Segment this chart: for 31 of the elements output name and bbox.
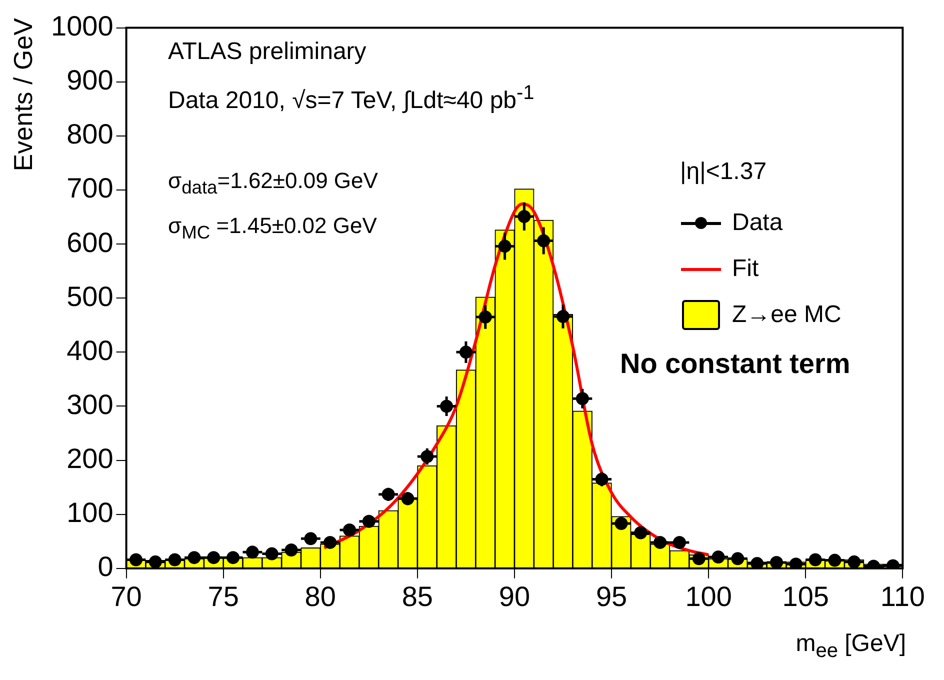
y-axis-title: Events / GeV <box>8 18 39 172</box>
annotation: σ$_{data}$=1.62±0.09 GeV <box>168 168 378 198</box>
legend-title: |η|<1.37 <box>680 158 768 186</box>
y-tick-label: 300 <box>66 388 114 420</box>
y-tick-label: 400 <box>66 334 114 366</box>
legend-label: Fit <box>732 255 759 283</box>
x-tick-label: 100 <box>685 580 732 612</box>
y-tick-label: 600 <box>66 226 114 258</box>
y-tick-label: 700 <box>66 172 114 204</box>
x-tick-label: 90 <box>498 580 530 612</box>
y-tick-label: 100 <box>66 497 114 528</box>
y-tick-label: 0 <box>98 551 114 582</box>
legend-label: Data <box>732 209 783 237</box>
annotation: σ$_{MC}$ =1.45±0.02 GeV <box>168 213 377 244</box>
y-tick-label: 500 <box>66 280 114 312</box>
x-tick-label: 105 <box>782 580 829 612</box>
x-tick-label: 110 <box>880 580 925 612</box>
y-tick-label: 200 <box>66 443 114 474</box>
y-tick-label: 800 <box>66 118 114 150</box>
annotation: ATLAS preliminary <box>168 38 366 66</box>
legend-label: Z→ee MC <box>732 301 842 329</box>
y-tick-label: 1000 <box>50 10 114 42</box>
x-axis-title: m$_{ee}$ [GeV] <box>796 630 906 663</box>
x-tick-label: 95 <box>596 580 628 612</box>
x-tick-label: 70 <box>110 580 142 612</box>
y-tick-label: 900 <box>66 64 114 96</box>
annotation: No constant term <box>620 348 850 380</box>
x-tick-label: 75 <box>208 580 239 612</box>
x-tick-label: 80 <box>304 580 336 612</box>
x-tick-label: 85 <box>402 580 434 612</box>
annotation: Data 2010, √s=7 TeV, ∫Ldt≈40 pb$^{-1}$ <box>168 82 534 115</box>
